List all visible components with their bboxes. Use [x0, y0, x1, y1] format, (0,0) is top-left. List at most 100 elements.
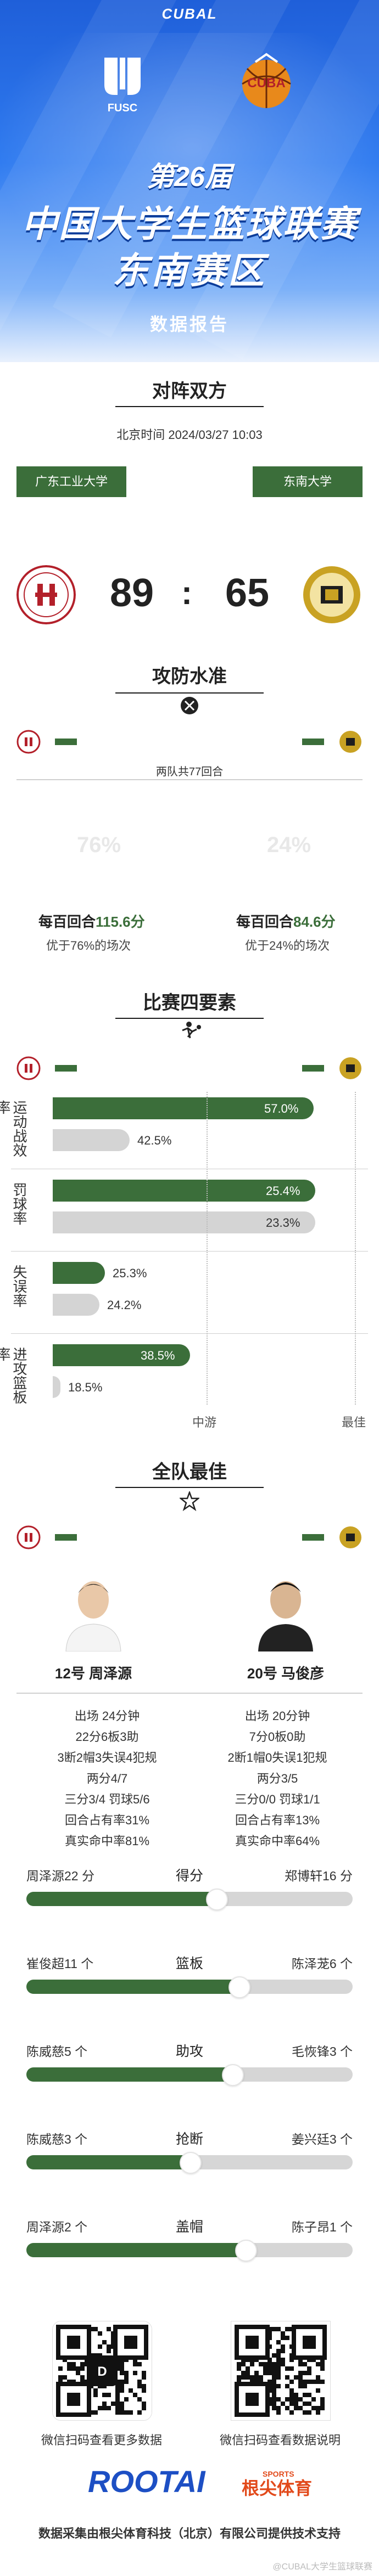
report-subtitle: 数据报告 [149, 314, 229, 334]
matchup-title: 对阵双方 [152, 381, 227, 402]
qr-left-caption: 微信扫码查看更多数据 [41, 2433, 162, 2447]
leader-left: 陈威慈5 个 [26, 2044, 88, 2059]
home-efficiency-sub: 优于76%的场次 [46, 939, 131, 952]
home-factor-value: 38.5% [141, 1349, 175, 1362]
away-factor-value: 42.5% [137, 1134, 172, 1147]
credits-text: 数据采集由根尖体育科技（北京）有限公司提供技术支持 [38, 2527, 341, 2540]
compare-marker [180, 2152, 202, 2174]
away-factor-bar [53, 1294, 99, 1316]
factor-label: 运动战效率 [0, 1100, 27, 1157]
leader-left: 周泽源2 个 [26, 2220, 88, 2234]
player-stat-line: 回合占有率13% [235, 1813, 320, 1827]
player-silhouette-icon [182, 1022, 201, 1039]
axis-tick-label: 最佳 [342, 1416, 366, 1429]
star-icon [180, 1491, 199, 1511]
svg-text:SPORTS: SPORTS [263, 2470, 294, 2478]
factor-label: 失误率 [11, 1265, 27, 1307]
compare-marker [235, 2240, 257, 2262]
compare-category: 抢断 [175, 2132, 203, 2147]
away-player-photo [247, 1569, 324, 1651]
compare-bar [26, 1980, 353, 1994]
compare-bar [26, 2067, 353, 2082]
fusc-logo: FUSC [104, 58, 141, 114]
away-efficiency-label: 每百回合84.6分 [236, 914, 336, 930]
player-stat-line: 三分0/0 罚球1/1 [235, 1793, 320, 1806]
player-stat-line: 两分3/5 [257, 1772, 298, 1785]
qr-code-data-explanation[interactable] [231, 2321, 331, 2421]
leader-right: 郑博轩16 分 [285, 1869, 353, 1883]
away-score: 65 [225, 571, 270, 615]
leader-left: 陈威慈3 个 [26, 2132, 88, 2146]
player-stat-line: 回合占有率31% [64, 1813, 150, 1827]
compare-bar [26, 1892, 353, 1906]
edition-label: 第26届 [147, 161, 232, 192]
home-player-photo [55, 1569, 132, 1651]
region-title: 东南赛区 [113, 250, 266, 291]
player-stat-line: 出场 20分钟 [244, 1709, 310, 1723]
home-factor-value: 25.4% [266, 1184, 300, 1198]
cubal-logo-text: CUBAL [161, 5, 218, 22]
player-stat-line: 三分3/4 罚球5/6 [64, 1793, 150, 1806]
factor-label: 进攻篮板率 [0, 1347, 27, 1404]
away-factor-value: 23.3% [266, 1216, 300, 1230]
svg-text:ROOTAI: ROOTAI [88, 2464, 206, 2499]
compare-marker [205, 1889, 228, 1910]
leader-right: 姜兴廷3 个 [291, 2132, 353, 2146]
away-factor-bar [53, 1376, 60, 1398]
possessions-label: 两队共77回合 [155, 766, 224, 778]
away-mini-logo [339, 731, 361, 753]
svg-text:FUSC: FUSC [108, 102, 137, 114]
qr-code-more-data[interactable]: D [52, 2321, 152, 2421]
player-stat-line: 出场 24分钟 [74, 1709, 140, 1723]
home-factor-value: 57.0% [264, 1102, 299, 1115]
leader-left: 周泽源22 分 [26, 1869, 94, 1883]
away-factor-value: 18.5% [68, 1380, 103, 1394]
away-team-tag: 东南大学 [253, 466, 363, 497]
player-stat-line: 3断2帽3失误4犯规 [57, 1751, 157, 1765]
home-team-logo [16, 565, 76, 624]
watermark: @CUBAL大学生篮球联赛 [272, 2562, 372, 2572]
score-separator: : [181, 574, 192, 611]
compare-category: 篮板 [175, 1956, 203, 1971]
player-stat-line: 7分0板0助 [249, 1730, 306, 1744]
away-factor-bar [53, 1211, 315, 1233]
svg-text:CUBA: CUBA [247, 76, 285, 91]
away-efficiency-sub: 优于24%的场次 [245, 939, 330, 952]
home-player-name: 12号 周泽源 [54, 1665, 132, 1682]
compare-bar [26, 2243, 353, 2257]
home-score: 89 [110, 571, 154, 615]
away-factor-value: 24.2% [107, 1298, 142, 1312]
leader-right: 陈子昂1 个 [291, 2220, 353, 2234]
compare-marker [228, 1976, 251, 1998]
home-mini-logo [16, 730, 41, 754]
match-time: 北京时间 2024/03/27 10:03 [116, 428, 263, 442]
away-player-name: 20号 马俊彦 [247, 1665, 325, 1682]
league-title: 中国大学生篮球联赛 [21, 204, 358, 244]
header-banner: CUBAL FUSC CUBA 第26届 中国大学生篮球联赛 东南赛区 数据报告 [0, 0, 379, 362]
leader-right: 毛恢锋3 个 [291, 2044, 353, 2059]
home-efficiency-label: 每百回合115.6分 [38, 914, 145, 930]
home-efficiency-pct: 76% [77, 833, 121, 857]
svg-text:D: D [97, 2364, 107, 2379]
compare-category: 得分 [175, 1868, 203, 1884]
player-stat-line: 22分6板3助 [75, 1730, 139, 1744]
player-stat-line: 2断1帽0失误1犯规 [227, 1751, 327, 1765]
compare-category: 助攻 [175, 2044, 203, 2059]
leader-left: 崔俊超11 个 [26, 1957, 94, 1971]
qr-right-caption: 微信扫码查看数据说明 [219, 2433, 341, 2447]
best-players-title: 全队最佳 [152, 1462, 227, 1483]
home-factor-bar [53, 1262, 105, 1284]
efficiency-title: 攻防水准 [152, 666, 227, 687]
home-factor-value: 25.3% [113, 1266, 147, 1280]
player-stat-line: 真实命中率81% [64, 1834, 150, 1848]
away-efficiency-pct: 24% [267, 833, 311, 857]
player-stat-line: 真实命中率64% [235, 1834, 320, 1848]
rootai-brand-logo: ROOTAI SPORTS 根尖体育 [88, 2464, 312, 2499]
cuba-logo: CUBA [242, 53, 291, 108]
compare-category: 盖帽 [175, 2219, 203, 2235]
four-factors-title: 比赛四要素 [143, 993, 236, 1013]
compare-marker [222, 2064, 244, 2086]
away-factor-bar [53, 1129, 130, 1151]
home-factor-bar [53, 1180, 315, 1202]
